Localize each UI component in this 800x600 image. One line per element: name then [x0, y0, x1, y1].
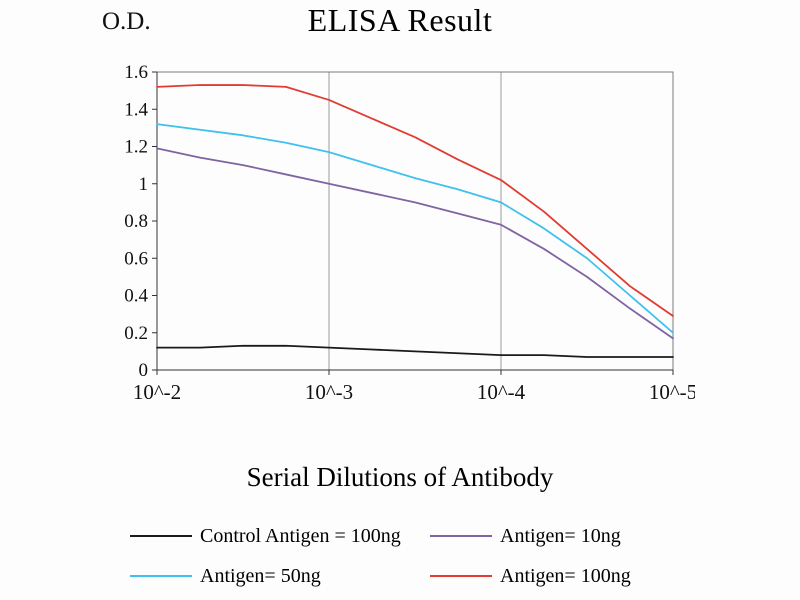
y-tick-label: 1.4: [124, 99, 148, 120]
x-tick-label: 10^-4: [477, 380, 526, 404]
series-line-control-antigen-100ng: [156, 344, 674, 358]
legend-item-antigen-10ng: Antigen= 10ng: [430, 524, 690, 548]
series-line-antigen-10ng: [156, 147, 674, 340]
y-tick-label: 0.6: [124, 248, 148, 269]
x-tick-label: 10^-5: [649, 380, 695, 404]
legend-item-control-antigen: Control Antigen = 100ng: [130, 524, 430, 548]
plot-border: [156, 71, 674, 371]
y-tick-label: 0.8: [124, 211, 148, 232]
y-tick-label: 1: [139, 174, 149, 195]
legend-label-50ng: Antigen= 50ng: [200, 564, 321, 587]
series-line-antigen-50ng: [156, 123, 674, 334]
y-axis-title: O.D.: [102, 8, 151, 35]
legend-item-antigen-100ng: Antigen= 100ng: [430, 564, 690, 588]
legend-label-control: Control Antigen = 100ng: [200, 524, 401, 547]
legend-label-10ng: Antigen= 10ng: [500, 524, 621, 547]
legend-line-sample-50ng: [130, 575, 192, 577]
y-tick-label: 1.6: [124, 62, 148, 83]
chart-title: ELISA Result: [307, 2, 493, 38]
legend-label-100ng: Antigen= 100ng: [500, 564, 631, 587]
x-tick-label: 10^-3: [305, 380, 353, 404]
series-line-antigen-100ng: [156, 84, 674, 317]
x-axis-title: Serial Dilutions of Antibody: [246, 462, 554, 492]
legend-line-sample-10ng: [430, 535, 492, 537]
legend-item-antigen-50ng: Antigen= 50ng: [130, 564, 430, 588]
y-tick-label: 0.4: [124, 286, 148, 307]
y-tick-label: 0.2: [124, 323, 148, 344]
legend: Control Antigen = 100ng Antigen= 10ng An…: [130, 524, 700, 588]
legend-line-sample-100ng: [430, 575, 492, 577]
legend-line-sample-control: [130, 535, 192, 537]
x-tick-label: 10^-2: [133, 380, 181, 404]
plot-area: 0 0.2 0.4 0.6 0.8 1 1.2 1.4 1.6 10^-2 10^-3 10^-4 10…: [124, 62, 695, 404]
y-tick-label: 0: [139, 360, 149, 381]
y-tick-label: 1.2: [124, 137, 148, 158]
